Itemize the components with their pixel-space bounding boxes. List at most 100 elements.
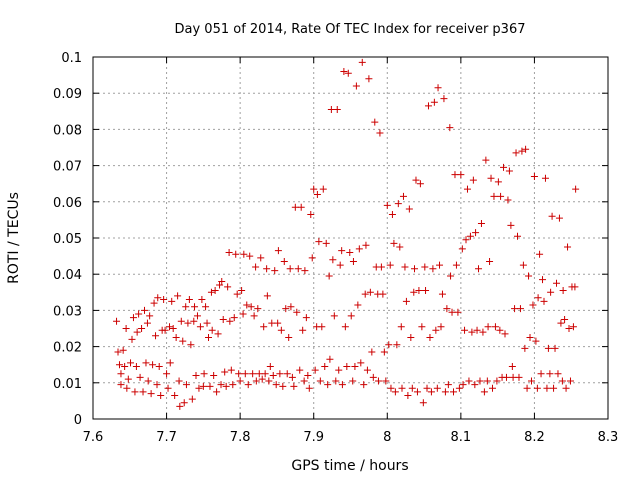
data-point xyxy=(139,388,147,396)
data-point xyxy=(530,172,538,180)
data-point xyxy=(482,156,490,164)
data-point xyxy=(412,176,420,184)
y-tick-label: 0.06 xyxy=(53,196,82,211)
data-point xyxy=(254,305,262,313)
data-point xyxy=(305,384,313,392)
data-point xyxy=(274,319,282,327)
data-point xyxy=(152,332,160,340)
data-point xyxy=(225,248,233,256)
data-point xyxy=(541,174,549,182)
data-point xyxy=(333,105,341,113)
data-point xyxy=(516,305,524,313)
data-point xyxy=(418,323,426,331)
data-point xyxy=(393,341,401,349)
data-point xyxy=(479,328,487,336)
data-point xyxy=(115,361,123,369)
data-point xyxy=(227,366,235,374)
data-point xyxy=(437,323,445,331)
data-point xyxy=(426,334,434,342)
data-point xyxy=(258,375,266,383)
data-point xyxy=(282,305,290,313)
x-tick-label: 7.6 xyxy=(83,430,104,445)
y-tick-label: 0.04 xyxy=(53,268,82,283)
data-point xyxy=(544,344,552,352)
data-point xyxy=(422,286,430,294)
data-point xyxy=(559,286,567,294)
data-point xyxy=(198,296,206,304)
data-point xyxy=(121,363,129,371)
data-point xyxy=(522,145,530,153)
data-point xyxy=(279,382,287,390)
data-point xyxy=(566,377,574,385)
data-point xyxy=(497,192,505,200)
data-point xyxy=(354,301,362,309)
data-point xyxy=(188,395,196,403)
data-point xyxy=(361,290,369,298)
data-point xyxy=(407,334,415,342)
data-point xyxy=(171,391,179,399)
data-point xyxy=(184,319,192,327)
data-point xyxy=(143,319,151,327)
data-point xyxy=(487,174,495,182)
data-point xyxy=(534,294,542,302)
data-point xyxy=(493,377,501,385)
data-point xyxy=(326,355,334,363)
data-point xyxy=(226,317,234,325)
data-point xyxy=(396,243,404,251)
data-point xyxy=(433,384,441,392)
data-point xyxy=(318,323,326,331)
data-point xyxy=(310,185,318,193)
data-point xyxy=(427,388,435,396)
data-point xyxy=(196,323,204,331)
data-point xyxy=(221,368,229,376)
chart-title: Day 051 of 2014, Rate Of TEC Index for r… xyxy=(175,22,526,37)
data-point xyxy=(505,167,513,175)
data-point xyxy=(160,296,168,304)
data-point xyxy=(236,377,244,385)
data-point xyxy=(291,203,299,211)
data-point xyxy=(525,272,533,280)
x-tick-label: 8.2 xyxy=(524,430,545,445)
data-point xyxy=(429,265,437,273)
data-point xyxy=(216,281,224,289)
data-point xyxy=(222,382,230,390)
data-point xyxy=(366,288,374,296)
data-point xyxy=(261,370,269,378)
data-point xyxy=(491,323,499,331)
data-point xyxy=(508,363,516,371)
data-point xyxy=(321,363,329,371)
y-tick-label: 0 xyxy=(74,413,82,428)
data-point xyxy=(307,210,315,218)
data-point xyxy=(308,254,316,262)
data-point xyxy=(144,377,152,385)
data-point xyxy=(302,314,310,322)
data-point xyxy=(391,388,399,396)
data-point xyxy=(483,377,491,385)
data-point xyxy=(136,373,144,381)
data-point xyxy=(205,334,213,342)
data-point xyxy=(436,261,444,269)
data-point xyxy=(272,381,280,389)
data-point xyxy=(518,147,526,155)
data-point xyxy=(452,261,460,269)
data-point xyxy=(571,283,579,291)
data-point xyxy=(553,279,560,287)
data-point xyxy=(390,239,398,247)
data-point xyxy=(252,263,260,271)
data-point xyxy=(572,185,580,193)
data-point xyxy=(415,286,423,294)
data-point xyxy=(200,370,208,378)
data-point xyxy=(523,384,531,392)
data-point xyxy=(454,308,462,316)
data-point xyxy=(219,315,227,323)
data-point xyxy=(411,265,419,273)
data-point xyxy=(398,384,406,392)
data-point xyxy=(443,305,451,313)
data-point xyxy=(163,370,171,378)
data-point xyxy=(208,326,216,334)
data-point xyxy=(131,388,139,396)
data-point xyxy=(285,334,293,342)
data-point xyxy=(142,359,150,367)
data-point xyxy=(164,384,172,392)
y-tick-label: 0.07 xyxy=(53,160,82,175)
